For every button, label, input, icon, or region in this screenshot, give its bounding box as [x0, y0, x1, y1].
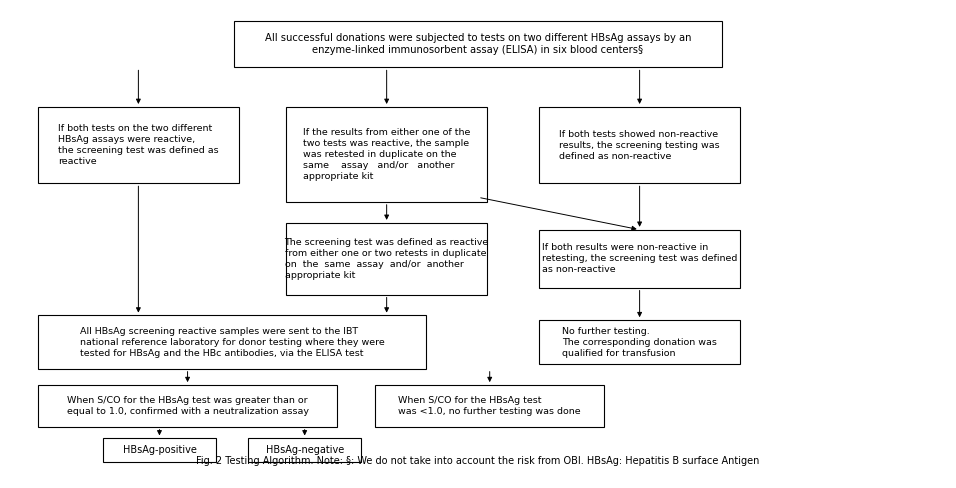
FancyBboxPatch shape [286, 223, 488, 295]
FancyBboxPatch shape [375, 385, 604, 427]
FancyBboxPatch shape [539, 230, 740, 287]
FancyBboxPatch shape [37, 315, 426, 369]
FancyBboxPatch shape [234, 21, 722, 67]
Text: If both tests showed non-reactive
results, the screening testing was
defined as : If both tests showed non-reactive result… [559, 129, 720, 161]
FancyBboxPatch shape [37, 107, 239, 183]
FancyBboxPatch shape [103, 438, 216, 462]
FancyBboxPatch shape [539, 107, 740, 183]
FancyBboxPatch shape [249, 438, 360, 462]
Text: When S/CO for the HBsAg test was greater than or
equal to 1.0, confirmed with a : When S/CO for the HBsAg test was greater… [67, 396, 309, 416]
Text: If both results were non-reactive in
retesting, the screening test was defined
a: If both results were non-reactive in ret… [542, 243, 737, 274]
Text: All HBsAg screening reactive samples were sent to the IBT
national reference lab: All HBsAg screening reactive samples wer… [79, 326, 384, 358]
Text: All successful donations were subjected to tests on two different HBsAg assays b: All successful donations were subjected … [265, 33, 691, 56]
FancyBboxPatch shape [37, 385, 337, 427]
Text: If the results from either one of the
two tests was reactive, the sample
was ret: If the results from either one of the tw… [303, 128, 470, 181]
Text: The screening test was defined as reactive
from either one or two retests in dup: The screening test was defined as reacti… [285, 238, 489, 280]
FancyBboxPatch shape [539, 320, 740, 364]
FancyBboxPatch shape [286, 107, 488, 202]
Text: If both tests on the two different
HBsAg assays were reactive,
the screening tes: If both tests on the two different HBsAg… [58, 124, 219, 166]
Text: No further testing.
The corresponding donation was
qualified for transfusion: No further testing. The corresponding do… [562, 326, 717, 358]
Text: Fig. 2 Testing Algorithm. Note: §: We do not take into account the risk from OBI: Fig. 2 Testing Algorithm. Note: §: We do… [196, 456, 760, 466]
Text: When S/CO for the HBsAg test
was <1.0, no further testing was done: When S/CO for the HBsAg test was <1.0, n… [399, 396, 581, 416]
Text: HBsAg-negative: HBsAg-negative [266, 445, 344, 455]
Text: HBsAg-positive: HBsAg-positive [122, 445, 196, 455]
